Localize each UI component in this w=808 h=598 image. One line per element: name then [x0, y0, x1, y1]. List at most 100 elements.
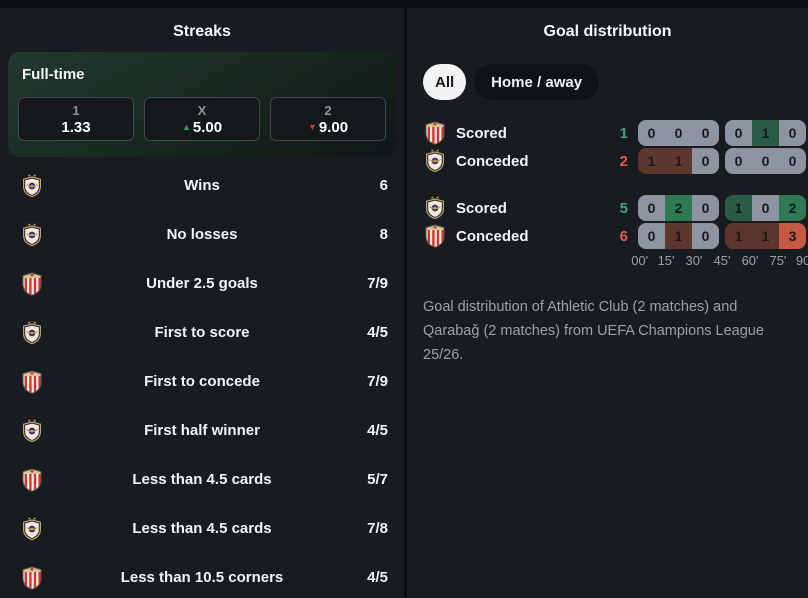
odds-x-name: X [197, 102, 207, 118]
streaks-card: Streaks Full-time 1 1.33 X ▲ 5.00 2 ▼ 9.00 [0, 8, 404, 598]
streak-value: 4/5 [367, 324, 388, 341]
odds-1-name: 1 [72, 102, 80, 118]
streak-label: First to score [154, 324, 250, 341]
streak-row: First to score 4/5 [0, 308, 404, 357]
second-half-block: 0 1 0 [725, 120, 806, 146]
trend-down-icon: ▼ [307, 121, 317, 132]
second-half-block: 0 0 0 [725, 148, 806, 174]
row-data: 5 0 2 0 1 0 2 [610, 195, 806, 221]
distribution-row: Scored 1 0 0 0 0 1 0 [423, 120, 806, 146]
goal-cell: 0 [692, 195, 719, 221]
first-half-block: 0 0 0 [638, 120, 719, 146]
athletic-crest-icon [20, 272, 44, 296]
row-data: 6 0 1 0 1 1 3 [610, 223, 806, 249]
streak-row: No losses 8 [0, 210, 404, 259]
goal-cell: 0 [752, 195, 779, 221]
athletic-crest-icon [423, 121, 447, 145]
goal-distribution-card: Goal distribution All Home / away Scored… [407, 8, 808, 598]
goal-cell: 0 [692, 223, 719, 249]
streak-row: First half winner 4/5 [0, 406, 404, 455]
row-data: 1 0 0 0 0 1 0 [610, 120, 806, 146]
fulltime-odds-panel: Full-time 1 1.33 X ▲ 5.00 2 ▼ 9.00 [8, 52, 396, 157]
tab-all[interactable]: All [423, 64, 467, 100]
second-half-block: 1 1 3 [725, 223, 806, 249]
goal-grid: 0 1 0 1 1 3 [638, 223, 806, 249]
tab-home-away[interactable]: Home / away [474, 64, 600, 100]
goal-cell: 1 [752, 223, 779, 249]
streak-row: Under 2.5 goals 7/9 [0, 259, 404, 308]
goal-cell: 0 [692, 120, 719, 146]
second-half-block: 1 0 2 [725, 195, 806, 221]
streak-value: 7/8 [367, 520, 388, 537]
goal-cell: 1 [752, 120, 779, 146]
qarabag-crest-icon [20, 174, 44, 198]
goal-cell: 0 [638, 120, 665, 146]
streak-value: 6 [379, 177, 388, 194]
distribution-row: Scored 5 0 2 0 1 0 2 [423, 195, 806, 221]
goal-grid: 0 0 0 0 1 0 [638, 120, 806, 146]
time-tick: 60' [741, 253, 759, 268]
first-half-block: 0 2 0 [638, 195, 719, 221]
goal-cell: 0 [725, 120, 752, 146]
streak-value: 5/7 [367, 471, 388, 488]
goal-cell: 0 [779, 120, 806, 146]
odds-button-1[interactable]: 1 1.33 [18, 97, 134, 141]
odds-1-value: 1.33 [61, 118, 91, 136]
fulltime-label: Full-time [22, 66, 85, 83]
goal-cell: 0 [692, 148, 719, 174]
row-label: Scored [456, 124, 507, 142]
goal-cell: 1 [725, 223, 752, 249]
first-half-block: 0 1 0 [638, 223, 719, 249]
time-tick: 45' [713, 253, 731, 268]
streak-value: 7/9 [367, 373, 388, 390]
goal-cell: 1 [665, 223, 692, 249]
distribution-tabs: All Home / away [407, 52, 808, 100]
streak-label: Wins [184, 177, 220, 194]
athletic-crest-icon [423, 224, 447, 248]
athletic-crest-icon [20, 468, 44, 492]
time-tick: 90' [795, 253, 808, 268]
goal-cell: 0 [665, 120, 692, 146]
qarabag-crest-icon [20, 321, 44, 345]
streaks-title: Streaks [173, 23, 231, 40]
time-axis: 00' 15' 30' 45' 60' 75' 90' [631, 253, 808, 269]
first-half-block: 1 1 0 [638, 148, 719, 174]
goal-cell: 1 [665, 148, 692, 174]
streak-row: Wins 6 [0, 161, 404, 210]
qarabag-crest-icon [423, 149, 447, 173]
streak-label: No losses [166, 226, 238, 243]
streak-label: Less than 10.5 corners [120, 569, 284, 586]
row-label: Conceded [456, 227, 529, 245]
goal-cell: 2 [665, 195, 692, 221]
odds-button-x[interactable]: X ▲ 5.00 [144, 97, 260, 141]
goal-cell: 0 [752, 148, 779, 174]
goal-cell: 3 [779, 223, 806, 249]
distribution-group: Scored 1 0 0 0 0 1 0 [423, 120, 806, 174]
streak-row: Less than 10.5 corners 4/5 [0, 553, 404, 598]
row-data: 2 1 1 0 0 0 0 [610, 148, 806, 174]
qarabag-crest-icon [20, 517, 44, 541]
goal-cell: 0 [779, 148, 806, 174]
streak-label: Under 2.5 goals [146, 275, 258, 292]
goal-cell: 0 [638, 195, 665, 221]
qarabag-crest-icon [423, 196, 447, 220]
streak-row: Less than 4.5 cards 7/8 [0, 504, 404, 553]
streak-value: 4/5 [367, 422, 388, 439]
goal-cell: 0 [638, 223, 665, 249]
streak-label: First half winner [144, 422, 260, 439]
streak-label: First to concede [144, 373, 260, 390]
streak-value: 8 [379, 226, 388, 243]
time-tick: 15' [657, 253, 675, 268]
goal-distribution-title: Goal distribution [543, 23, 672, 40]
row-total: 1 [619, 124, 628, 142]
trend-up-icon: ▲ [181, 121, 191, 132]
row-label: Conceded [456, 152, 529, 170]
streak-label: Less than 4.5 cards [132, 520, 272, 537]
goal-grid: 1 1 0 0 0 0 [638, 148, 806, 174]
odds-button-2[interactable]: 2 ▼ 9.00 [270, 97, 386, 141]
athletic-crest-icon [20, 370, 44, 394]
streak-list: Wins 6 No losses 8 Under 2.5 goals 7/9 F… [0, 161, 404, 598]
distribution-row: Conceded 2 1 1 0 0 0 0 [423, 148, 806, 174]
streak-row: First to concede 7/9 [0, 357, 404, 406]
